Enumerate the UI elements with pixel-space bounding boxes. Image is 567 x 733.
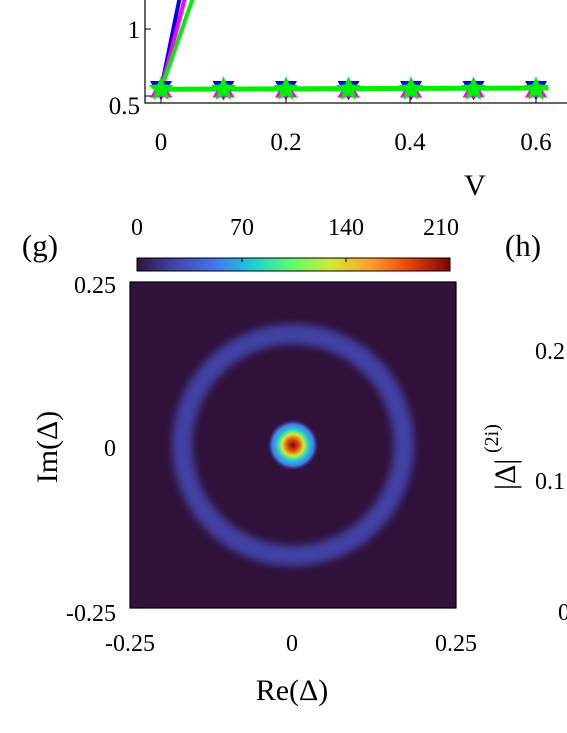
panel-h-label: (h)	[505, 228, 541, 263]
heatmap-peak	[266, 418, 320, 472]
colorbar-tick-1: 70	[230, 215, 254, 241]
top-y-axis: 1 0.5	[109, 17, 151, 120]
panel-g: (g) 0 70 140 210 0.25 0 -0.25 Im(Δ) -0.2…	[22, 215, 477, 707]
top-marker-star-0	[148, 76, 174, 100]
colorbar: 0 70 140 210	[131, 215, 459, 272]
h-y-tick-1: 0.1	[535, 469, 565, 495]
top-marker-star-3	[336, 76, 361, 100]
top-markers-group	[148, 76, 549, 101]
g-x-label: Re(Δ)	[256, 674, 329, 707]
g-y-tick-1: 0	[104, 436, 116, 462]
heatmap-area	[130, 282, 456, 608]
g-y-tick-0: 0.25	[74, 273, 116, 299]
top-x-tick-2: 0.4	[394, 129, 426, 156]
top-series-line-2	[159, 0, 195, 90]
h-y-tick-2: 0	[558, 600, 567, 626]
h-y-label-sup: (2i)	[481, 424, 503, 453]
top-marker-star-2	[273, 76, 299, 100]
top-y-tick-0: 0.5	[109, 93, 140, 120]
top-panel: 1 0.5 0 0.2 0.4 0.6 V	[109, 0, 567, 202]
top-x-tick-0: 0	[155, 129, 168, 156]
colorbar-tick-2: 140	[328, 215, 364, 241]
colorbar-tick-3: 210	[423, 215, 459, 241]
h-y-tick-0: 0.2	[535, 339, 565, 365]
panel-g-y-axis: 0.25 0 -0.25 Im(Δ)	[31, 273, 116, 627]
top-x-tick-3: 0.6	[520, 129, 551, 156]
g-x-tick-0: -0.25	[105, 631, 155, 657]
heatmap-ring	[172, 324, 414, 566]
panel-h: (h) 0.2 0.1 0 |Δ| (2i)	[481, 228, 567, 626]
h-y-label-main: |Δ|	[489, 459, 522, 490]
h-y-label: |Δ| (2i)	[481, 424, 522, 490]
panel-g-label: (g)	[22, 228, 58, 263]
heatmap-frame	[129, 281, 457, 609]
g-y-tick-2: -0.25	[66, 601, 116, 627]
colorbar-strip	[136, 257, 451, 272]
top-marker-star-5	[461, 76, 486, 100]
g-x-tick-2: 0.25	[435, 631, 477, 657]
top-x-axis: 0 0.2 0.4 0.6 V	[155, 97, 552, 202]
top-x-label: V	[464, 169, 486, 202]
top-marker-star-4	[398, 76, 424, 100]
g-x-tick-1: 0	[286, 631, 298, 657]
top-x-tick-1: 0.2	[270, 129, 301, 156]
top-marker-star-6	[523, 76, 549, 100]
top-marker-star-1	[211, 76, 236, 100]
panel-g-x-axis: -0.25 0 0.25 Re(Δ)	[105, 631, 477, 707]
top-y-tick-1: 1	[128, 17, 141, 44]
colorbar-tick-0: 0	[131, 215, 143, 241]
top-series-group	[159, 0, 549, 92]
g-y-label: Im(Δ)	[31, 411, 64, 484]
top-plot-frame	[144, 0, 567, 104]
